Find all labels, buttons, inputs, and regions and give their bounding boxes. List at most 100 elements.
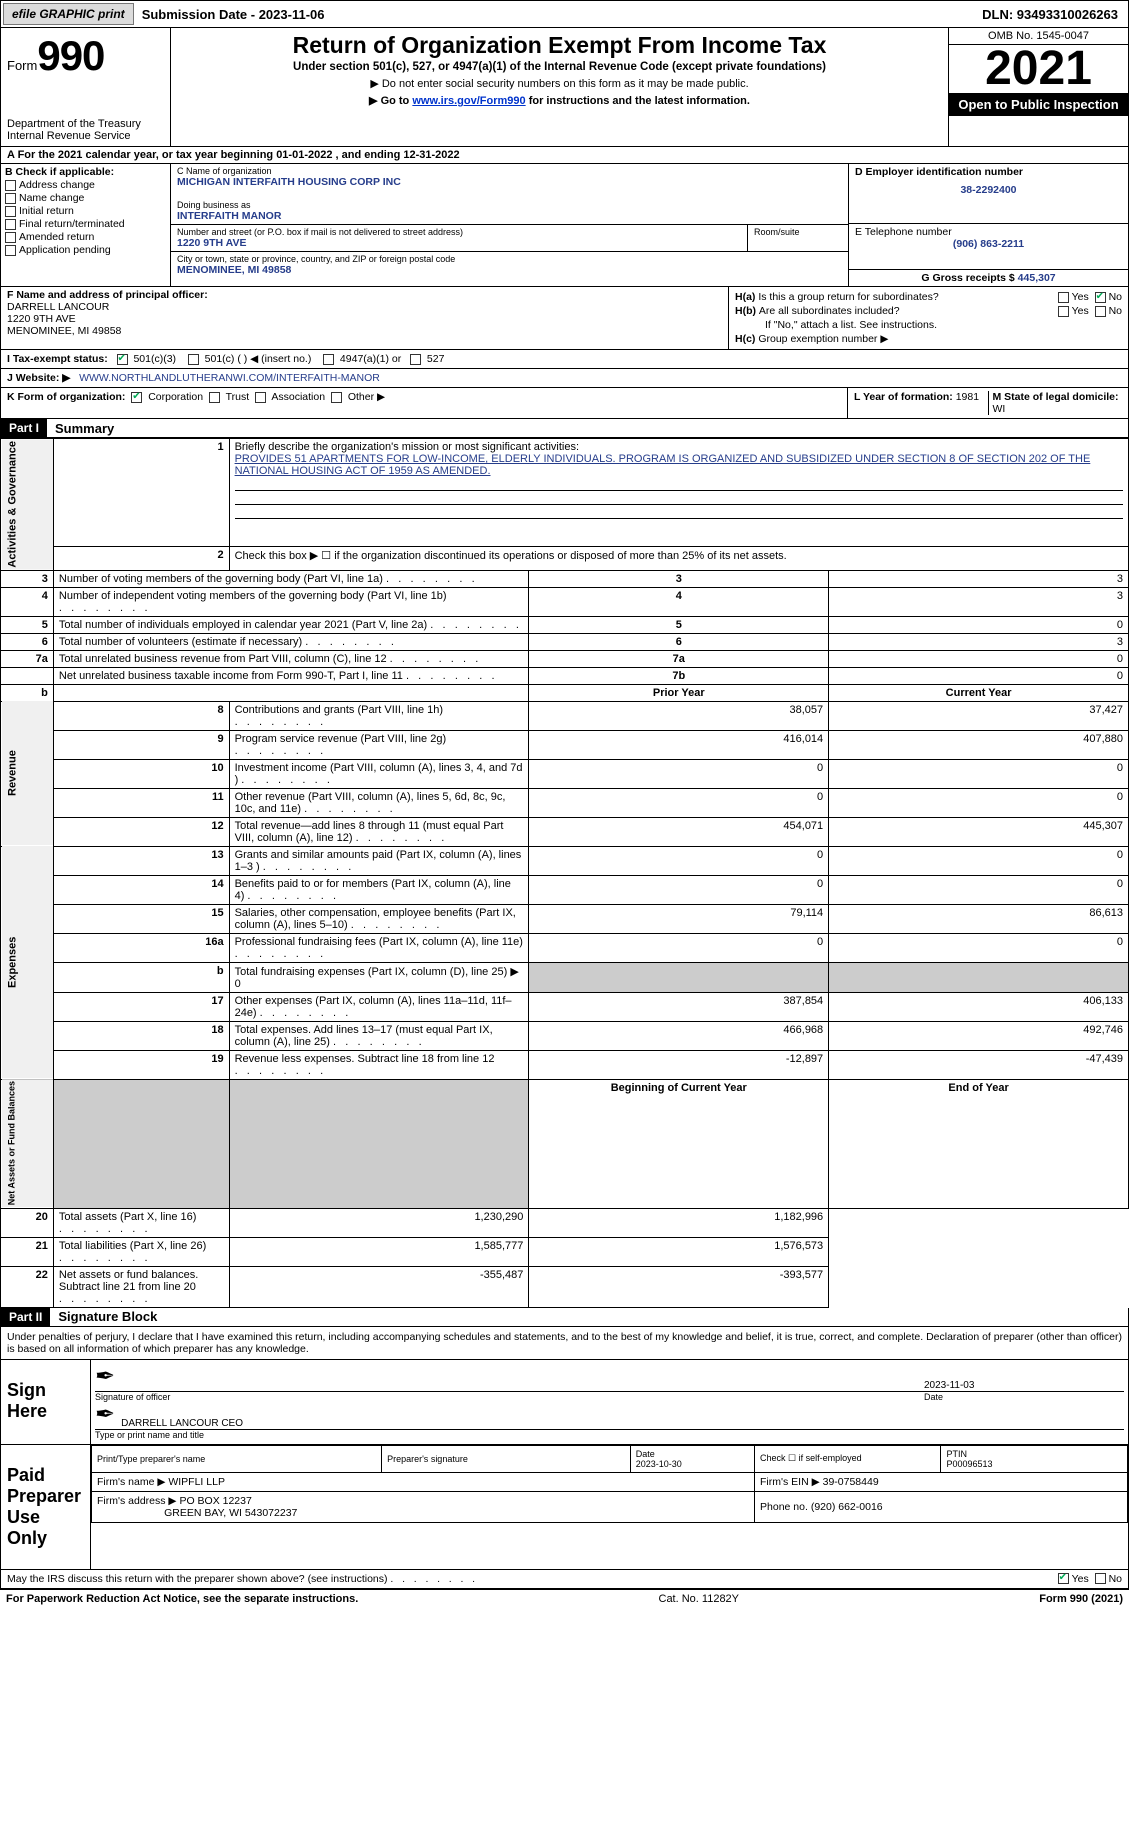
chk-label: Name change — [19, 192, 84, 204]
state-domicile: WI — [993, 403, 1006, 415]
website-value[interactable]: WWW.NORTHLANDLUTHERANWI.COM/INTERFAITH-M… — [79, 372, 380, 384]
chk-address-change[interactable]: Address change — [5, 179, 166, 191]
prior-value: 0 — [529, 846, 829, 875]
part2-title: Signature Block — [50, 1309, 157, 1324]
form-title: Return of Organization Exempt From Incom… — [179, 32, 940, 59]
l-label: L Year of formation: — [854, 391, 953, 403]
submission-date: Submission Date - 2023-11-06 — [136, 7, 331, 22]
chk-4947[interactable] — [323, 354, 334, 365]
hdr-current-year: Current Year — [829, 684, 1129, 701]
firm-addr-label: Firm's address ▶ — [97, 1495, 177, 1507]
current-value: 0 — [829, 933, 1129, 962]
line-text: Number of independent voting members of … — [53, 587, 528, 616]
ein-label: D Employer identification number — [855, 166, 1122, 178]
ha-yes-checkbox[interactable] — [1058, 292, 1069, 303]
line-text: Total fundraising expenses (Part IX, col… — [229, 962, 529, 992]
current-value: 0 — [829, 846, 1129, 875]
prior-value: 416,014 — [529, 730, 829, 759]
section-i: I Tax-exempt status: 501(c)(3) 501(c) ( … — [0, 350, 1129, 369]
prior-value: 0 — [529, 875, 829, 904]
chk-assoc[interactable] — [255, 392, 266, 403]
chk-amended[interactable]: Amended return — [5, 231, 166, 243]
phone-label: E Telephone number — [855, 226, 1122, 238]
pen-icon: ✒ — [95, 1400, 115, 1429]
line-num: 6 — [1, 633, 54, 650]
line-text: Net unrelated business taxable income fr… — [53, 667, 528, 684]
section-j: J Website: ▶ WWW.NORTHLANDLUTHERANWI.COM… — [0, 369, 1129, 388]
line-num: 8 — [53, 701, 229, 730]
begin-value: 1,585,777 — [229, 1237, 529, 1266]
line-text: Contributions and grants (Part VIII, lin… — [229, 701, 529, 730]
j-label: J Website: ▶ — [7, 372, 70, 384]
firm-addr2: GREEN BAY, WI 543072237 — [164, 1507, 297, 1519]
hdr-end-year: End of Year — [829, 1079, 1129, 1208]
current-value: 407,880 — [829, 730, 1129, 759]
prior-value: 0 — [529, 933, 829, 962]
header-left: Form990 Department of the Treasury Inter… — [1, 28, 171, 146]
line-num — [53, 1079, 229, 1208]
form-ref: Form 990 (2021) — [1039, 1593, 1123, 1605]
perjury-declaration: Under penalties of perjury, I declare th… — [1, 1327, 1128, 1360]
opt-501c3: 501(c)(3) — [133, 353, 176, 365]
end-value: 1,576,573 — [529, 1237, 829, 1266]
line-num: 3 — [1, 570, 54, 587]
chk-final-return[interactable]: Final return/terminated — [5, 218, 166, 230]
phone-value: (906) 863-2211 — [855, 238, 1122, 250]
chk-trust[interactable] — [209, 392, 220, 403]
efile-button[interactable]: efile GRAPHIC print — [3, 3, 134, 25]
line-text: Revenue less expenses. Subtract line 18 … — [229, 1050, 529, 1079]
street-label: Number and street (or P.O. box if mail i… — [177, 227, 741, 237]
sig-officer-label: Signature of officer — [95, 1392, 924, 1402]
section-b: B Check if applicable: Address change Na… — [1, 164, 171, 286]
current-value: 37,427 — [829, 701, 1129, 730]
gross-value: 445,307 — [1018, 272, 1056, 284]
discuss-no-checkbox[interactable] — [1095, 1573, 1106, 1584]
hb-yes-checkbox[interactable] — [1058, 306, 1069, 317]
chk-corp[interactable] — [131, 392, 142, 403]
irs-link[interactable]: www.irs.gov/Form990 — [412, 95, 525, 107]
chk-527[interactable] — [410, 354, 421, 365]
firm-addr1: PO BOX 12237 — [179, 1495, 251, 1507]
line-text: Total expenses. Add lines 13–17 (must eq… — [229, 1021, 529, 1050]
prior-value: 79,114 — [529, 904, 829, 933]
prior-value: 0 — [529, 788, 829, 817]
chk-501c3[interactable] — [117, 354, 128, 365]
h-b-row: H(b) Are all subordinates included? Yes … — [735, 305, 1122, 317]
section-l: L Year of formation: 1981 — [854, 391, 989, 415]
chk-initial-return[interactable]: Initial return — [5, 205, 166, 217]
self-employed[interactable]: Check ☐ if self-employed — [760, 1453, 935, 1464]
line-num: 16a — [53, 933, 229, 962]
chk-application-pending[interactable]: Application pending — [5, 244, 166, 256]
end-value: -393,577 — [529, 1266, 829, 1307]
discuss-yes-checkbox[interactable] — [1058, 1573, 1069, 1584]
dba-name: INTERFAITH MANOR — [177, 210, 842, 222]
hdr-spacer — [53, 684, 528, 701]
line-box: 7a — [529, 650, 829, 667]
sign-content: ✒ 2023-11-03 Signature of officerDate ✒ … — [91, 1360, 1128, 1444]
chk-name-change[interactable]: Name change — [5, 192, 166, 204]
section-d: D Employer identification number 38-2292… — [848, 164, 1128, 286]
h-c-row: H(c) Group exemption number ▶ — [735, 333, 1122, 345]
prior-value: 0 — [529, 759, 829, 788]
topbar: efile GRAPHIC print Submission Date - 20… — [0, 0, 1129, 28]
line-num: 12 — [53, 817, 229, 846]
ein-value: 38-2292400 — [855, 184, 1122, 196]
line-text: Total assets (Part X, line 16) — [53, 1208, 229, 1237]
chk-other[interactable] — [331, 392, 342, 403]
hb-no-checkbox[interactable] — [1095, 306, 1106, 317]
gross-label: G Gross receipts $ — [921, 272, 1014, 284]
current-value: 406,133 — [829, 992, 1129, 1021]
hdr-begin-year: Beginning of Current Year — [529, 1079, 829, 1208]
form-header: Form990 Department of the Treasury Inter… — [0, 28, 1129, 147]
dln: DLN: 93493310026263 — [972, 7, 1128, 22]
line-value: 0 — [829, 616, 1129, 633]
line-num — [1, 667, 54, 684]
ha-no-checkbox[interactable] — [1095, 292, 1106, 303]
hdr-spacer — [229, 1079, 529, 1208]
opt-501c: 501(c) ( ) ◀ (insert no.) — [205, 353, 312, 365]
current-value: 492,746 — [829, 1021, 1129, 1050]
prior-value: 454,071 — [529, 817, 829, 846]
chk-501c[interactable] — [188, 354, 199, 365]
firm-ein: 39-0758449 — [823, 1476, 879, 1488]
line-text: Other revenue (Part VIII, column (A), li… — [229, 788, 529, 817]
